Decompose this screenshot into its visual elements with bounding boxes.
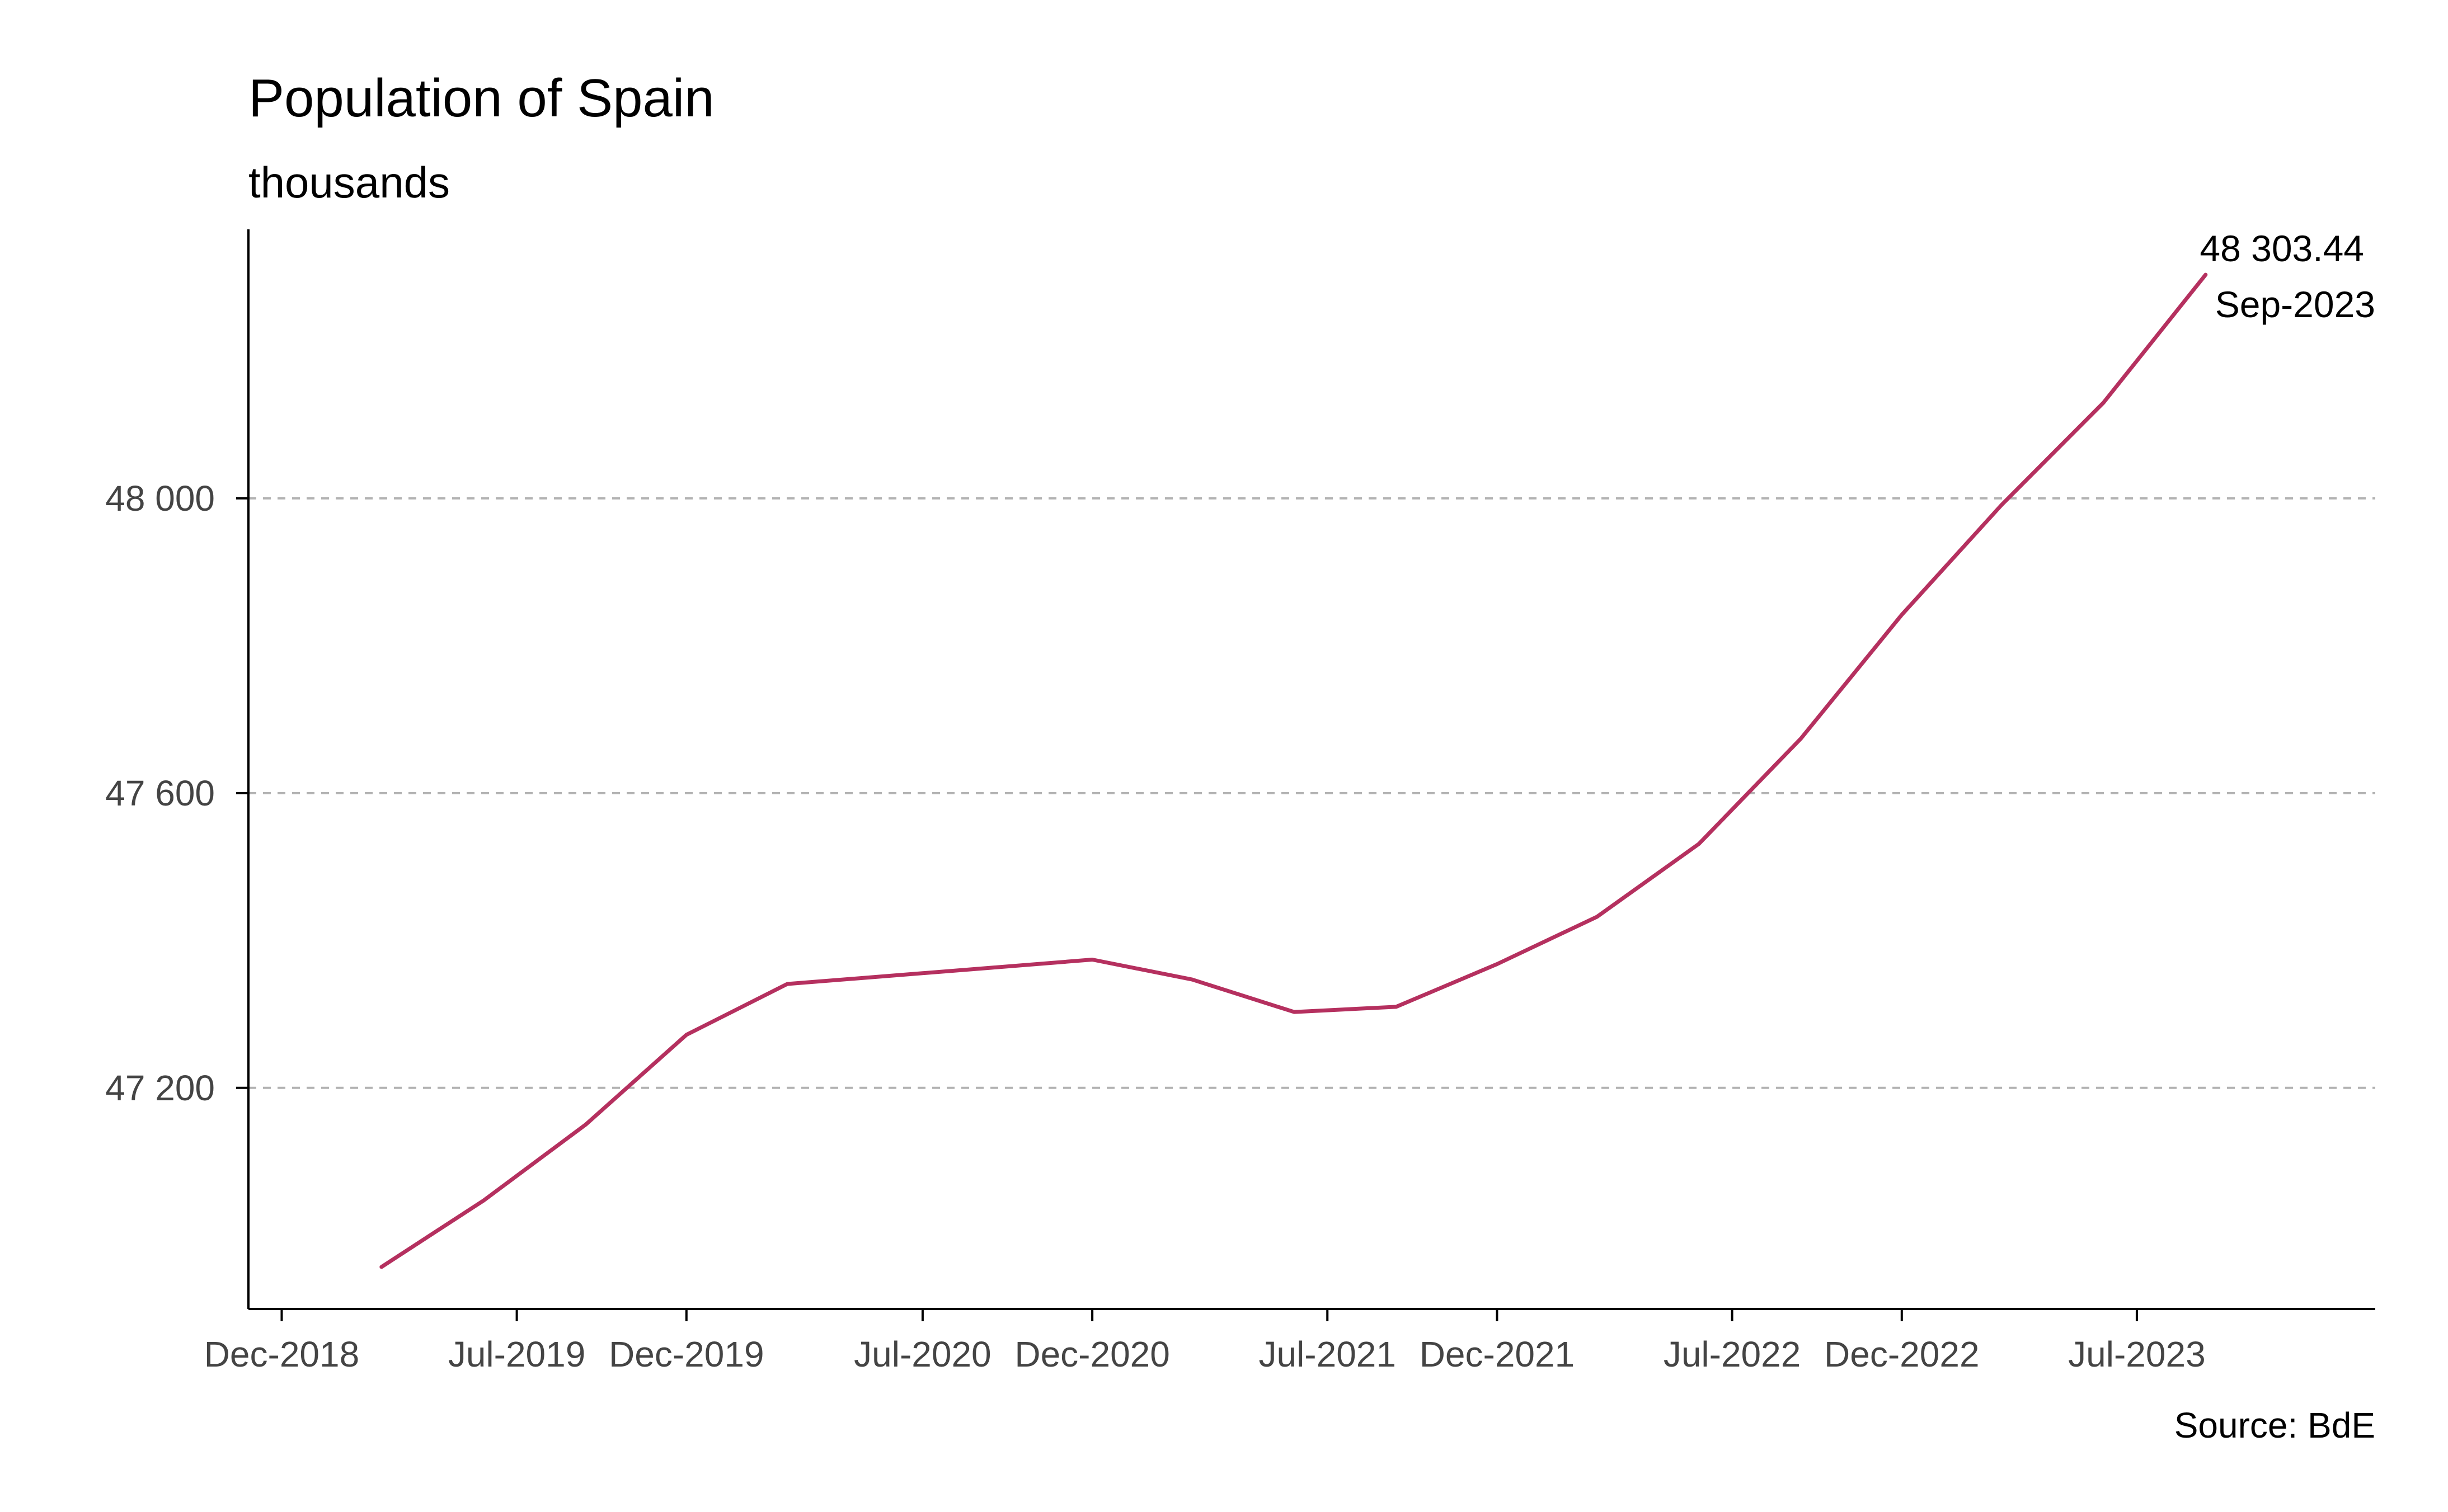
x-tick-label: Dec-2018 [204, 1334, 360, 1374]
last-value-label: 48 303.44 [2200, 228, 2364, 269]
y-tick-label: 47 600 [105, 773, 215, 813]
series-layer [379, 272, 2208, 1269]
last-date-label: Sep-2023 [2215, 284, 2375, 325]
y-axis-ticks: 47 200 47 600 48 000 [105, 478, 248, 1108]
x-tick-label: Dec-2022 [1824, 1334, 1980, 1374]
x-tick-label: Jul-2021 [1258, 1334, 1396, 1374]
chart-subtitle: thousands [248, 158, 450, 207]
y-tick-label: 47 200 [105, 1068, 215, 1108]
x-axis-ticks: Dec-2018 Jul-2019 Dec-2019 Jul-2020 Dec-2020… [204, 1309, 2206, 1374]
y-tick-label: 48 000 [105, 478, 215, 519]
x-tick-label: Jul-2020 [854, 1334, 992, 1374]
x-tick-label: Dec-2021 [1420, 1334, 1575, 1374]
source-note: Source: BdE [2174, 1405, 2375, 1445]
x-tick-label: Jul-2019 [448, 1334, 586, 1374]
x-tick-label: Jul-2022 [1664, 1334, 1801, 1374]
series-line [379, 272, 2208, 1269]
axes [247, 229, 2375, 1310]
gridlines [248, 497, 2375, 1089]
x-tick-label: Dec-2020 [1014, 1334, 1170, 1374]
x-tick-label: Dec-2019 [609, 1334, 764, 1374]
chart-title: Population of Spain [248, 68, 715, 128]
x-tick-label: Jul-2023 [2068, 1334, 2206, 1374]
